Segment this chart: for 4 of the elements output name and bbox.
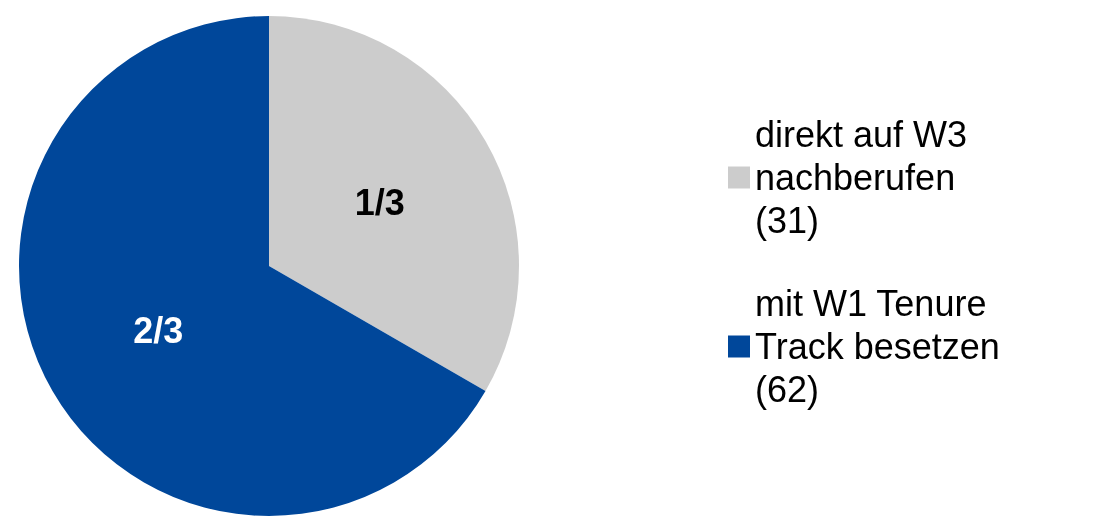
legend-label: direkt auf W3 nachberufen (31) — [755, 114, 978, 241]
text: 2/3 — [133, 309, 184, 351]
text: 1/3 — [354, 181, 405, 223]
legend-label: mit W1 Tenure Track besetzen (62) — [755, 283, 1000, 410]
